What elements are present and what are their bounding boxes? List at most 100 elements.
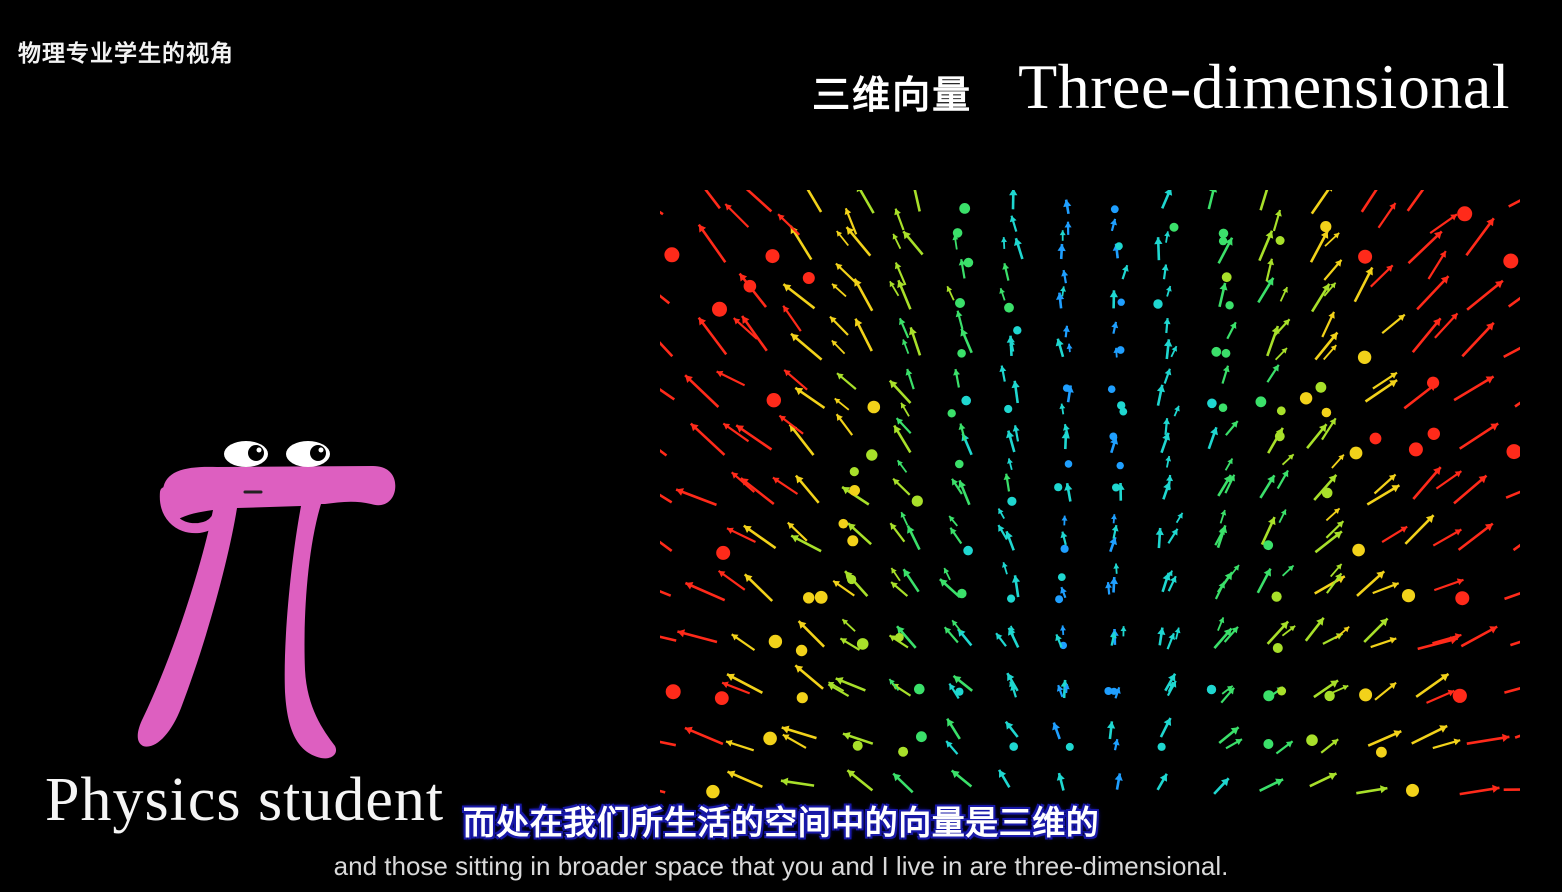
field-vector — [889, 280, 900, 297]
field-vector — [1266, 364, 1280, 383]
field-vector — [783, 369, 808, 391]
field-vector — [726, 527, 756, 543]
field-vector — [1213, 777, 1230, 795]
field-vector — [853, 278, 874, 312]
field-vector — [1167, 575, 1177, 592]
field-vector — [794, 386, 826, 409]
field-vector — [1223, 626, 1239, 643]
field-vector — [997, 524, 1008, 541]
field-vector — [1309, 772, 1338, 788]
field-vector-endon — [867, 400, 881, 414]
field-vector — [997, 508, 1005, 520]
field-vector-endon — [1263, 540, 1274, 551]
field-vector — [794, 474, 820, 504]
field-vector — [1011, 575, 1021, 598]
field-vector — [1003, 473, 1011, 492]
field-vector — [913, 190, 921, 212]
field-vector — [1372, 371, 1398, 390]
field-vector — [1457, 522, 1494, 551]
field-vector — [958, 423, 966, 441]
field-vector — [1274, 318, 1291, 336]
field-vector — [1367, 730, 1402, 747]
field-vector — [900, 511, 909, 526]
field-vector-endon — [795, 644, 808, 657]
field-vector — [1460, 625, 1498, 648]
field-vector — [1461, 321, 1495, 358]
field-vector-endon — [1315, 381, 1327, 393]
field-vector-endon — [1153, 299, 1163, 309]
field-vector — [1275, 740, 1294, 755]
field-vector-endon — [1207, 398, 1217, 409]
field-vector — [948, 683, 960, 699]
field-vector — [1167, 681, 1174, 693]
field-vector — [1453, 375, 1495, 402]
field-vector — [726, 673, 764, 694]
field-vector — [1416, 275, 1450, 311]
field-vector — [1160, 432, 1171, 454]
channel-watermark: 物理专业学生的视角 — [18, 41, 234, 67]
field-vector — [1167, 528, 1179, 544]
field-vector — [732, 317, 758, 340]
vector-field-icon — [660, 190, 1520, 799]
field-vector — [1006, 430, 1016, 453]
field-vector — [949, 527, 963, 545]
field-vector-endon — [1110, 205, 1119, 214]
field-vector — [684, 374, 720, 408]
field-vector — [951, 619, 962, 632]
field-vector — [1260, 516, 1276, 546]
field-vector — [1111, 524, 1119, 539]
field-vector — [1412, 466, 1442, 500]
field-vector — [1173, 405, 1180, 417]
field-vector-endon — [959, 203, 971, 214]
field-vector — [1002, 262, 1010, 281]
field-vector — [1164, 339, 1173, 360]
field-vector — [1505, 490, 1520, 499]
field-vector-endon — [838, 518, 849, 529]
field-vector — [1330, 563, 1343, 578]
pi-creature-icon — [137, 441, 396, 759]
field-vector — [1159, 717, 1172, 738]
field-vector — [888, 379, 912, 404]
field-vector — [1366, 484, 1401, 506]
field-vector-endon — [866, 449, 878, 461]
field-vector — [1217, 617, 1225, 631]
field-vector — [1157, 627, 1166, 646]
field-vector — [1009, 215, 1018, 232]
field-vector-endon — [1009, 742, 1018, 751]
field-vector-endon — [898, 746, 909, 757]
field-vector-endon — [914, 683, 925, 695]
field-vector — [1432, 633, 1462, 645]
field-vector-endon — [664, 247, 680, 263]
field-vector-endon — [846, 574, 857, 585]
field-vector — [716, 370, 746, 387]
field-vector-endon — [716, 545, 731, 560]
field-vector — [1363, 617, 1389, 643]
field-vector — [788, 423, 815, 456]
field-vector — [1370, 264, 1394, 288]
field-vector — [897, 279, 912, 310]
field-vector — [1225, 738, 1243, 750]
field-vector — [675, 488, 717, 507]
field-vector-endon — [1116, 346, 1125, 354]
field-vector-endon — [1218, 403, 1228, 412]
field-vector-endon — [911, 495, 923, 507]
field-vector-endon — [957, 588, 967, 599]
field-vector — [1310, 283, 1331, 313]
field-vector — [945, 740, 959, 755]
field-vector-endon — [1225, 301, 1234, 310]
field-vector-endon — [1455, 591, 1470, 606]
field-vector — [1321, 417, 1337, 441]
field-vector — [1207, 426, 1218, 450]
field-vector-endon — [1110, 687, 1118, 695]
field-vector-endon — [955, 298, 965, 308]
field-vector — [906, 525, 921, 551]
field-vector — [1001, 237, 1007, 249]
field-vector-endon — [1457, 206, 1473, 222]
field-vector — [842, 732, 874, 745]
field-vector — [782, 733, 807, 749]
field-vector — [717, 570, 746, 591]
field-vector — [898, 317, 910, 339]
field-vector — [909, 326, 922, 356]
field-vector-endon — [1401, 589, 1416, 603]
field-vector — [950, 769, 973, 788]
